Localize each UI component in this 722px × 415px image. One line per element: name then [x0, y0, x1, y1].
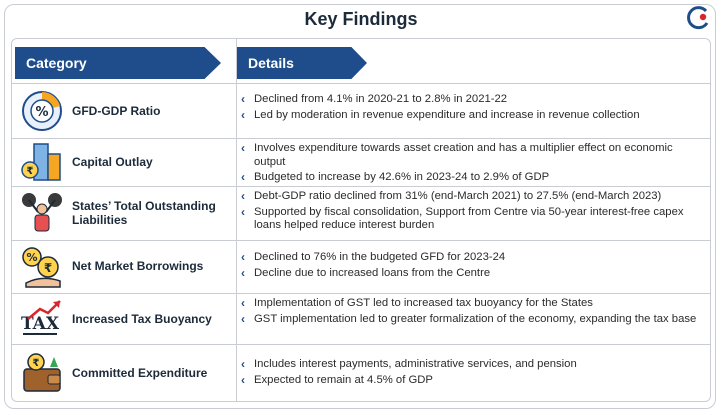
details-header: Details — [237, 47, 367, 79]
details-list: ‹ Declined to 76% in the budgeted GFD for… — [241, 250, 703, 282]
details-list: ‹ Implementation of GST led to increased … — [241, 296, 703, 328]
detail-item: ‹ Involves expenditure towards asset crea… — [241, 141, 673, 168]
person-weights-icon — [22, 193, 62, 232]
percent-rupee-hand-icon: % ₹ — [22, 247, 61, 288]
category-label: Committed Expenditure — [72, 366, 208, 380]
table-row: ₹ Committed Expenditure ‹ Includes intere… — [12, 345, 710, 401]
row-divider — [12, 186, 710, 187]
category-label: Capital Outlay — [72, 155, 153, 169]
pie-chart-percent-icon: % — [22, 91, 62, 131]
bullet-marker: ‹ — [241, 296, 245, 310]
bullet-marker: ‹ — [241, 170, 245, 184]
details-list: ‹ Debt-GDP ratio declined from 31% (end-M… — [241, 189, 703, 235]
findings-table: Category Details % GFD-GDP Ratio ‹ Declin… — [11, 38, 711, 402]
table-row: States’ Total Outstanding Liabilities ‹ D… — [12, 187, 710, 239]
bullet-marker: ‹ — [241, 357, 245, 371]
svg-text:%: % — [35, 105, 48, 120]
details-list: ‹ Declined from 4.1% in 2020-21 to 2.8% i… — [241, 92, 703, 124]
detail-item: ‹ Expected to remain at 4.5% of GDP — [241, 372, 433, 387]
outer-frame — [4, 4, 716, 409]
bullet-marker: ‹ — [241, 189, 245, 203]
buildings-rupee-icon: ₹ — [21, 143, 61, 181]
table-row: % GFD-GDP Ratio ‹ Declined from 4.1% in 2… — [12, 84, 710, 138]
column-divider — [236, 39, 237, 401]
category-label: Net Market Borrowings — [72, 259, 204, 273]
table-row: % ₹ Net Market Borrowings ‹ Declined to 7… — [12, 241, 710, 292]
detail-item: ‹ Budgeted to increase by 42.6% in 2023-2… — [241, 170, 550, 184]
detail-item: ‹ GST implementation led to greater forma… — [241, 311, 697, 326]
svg-text:₹: ₹ — [27, 166, 34, 177]
category-label: GFD-GDP Ratio — [72, 104, 161, 118]
detail-item: ‹ Debt-GDP ratio declined from 31% (end-M… — [241, 189, 662, 203]
row-divider — [12, 293, 710, 294]
page-title: Key Findings — [304, 9, 418, 29]
svg-text:₹: ₹ — [44, 261, 52, 275]
category-label: States’ Total Outstanding Liabilities — [72, 199, 216, 227]
detail-item: ‹ Supported by fiscal consolidation, Supp… — [241, 204, 684, 231]
row-divider — [12, 83, 710, 84]
table-row: TAX Increased Tax Buoyancy ‹ Implementati… — [12, 294, 710, 343]
detail-item: ‹ Decline due to increased loans from the… — [241, 265, 491, 280]
detail-item: ‹ Declined from 4.1% in 2020-21 to 2.8% i… — [241, 92, 508, 106]
detail-item: ‹ Declined to 76% in the budgeted GFD for… — [241, 250, 506, 264]
bullet-marker: ‹ — [241, 311, 245, 326]
category-header: Category — [15, 47, 221, 79]
bullet-marker: ‹ — [241, 141, 245, 155]
detail-item: ‹ Led by moderation in revenue expenditur… — [241, 107, 640, 122]
row-divider — [12, 240, 710, 241]
svg-text:TAX: TAX — [21, 314, 60, 334]
detail-item: ‹ Includes interest payments, administrat… — [241, 357, 577, 371]
row-divider — [12, 344, 710, 345]
brand-logo-icon — [687, 6, 709, 30]
category-label: Increased Tax Buoyancy — [72, 312, 212, 326]
bullet-marker: ‹ — [241, 250, 245, 264]
tax-arrow-icon: TAX — [21, 300, 61, 335]
bullet-marker: ‹ — [241, 372, 245, 387]
row-divider — [12, 138, 710, 139]
table-row: ₹ Capital Outlay ‹ Involves expenditure t… — [12, 139, 710, 185]
details-list: ‹ Includes interest payments, administrat… — [241, 357, 703, 389]
detail-item: ‹ Implementation of GST led to increased … — [241, 296, 593, 310]
details-list: ‹ Involves expenditure towards asset crea… — [241, 141, 703, 187]
bullet-marker: ‹ — [241, 92, 245, 106]
wallet-rupee-icon: ₹ — [23, 353, 61, 392]
bullet-marker: ‹ — [241, 107, 245, 122]
svg-text:₹: ₹ — [33, 358, 40, 369]
bullet-marker: ‹ — [241, 265, 245, 280]
bullet-marker: ‹ — [241, 204, 245, 219]
svg-text:%: % — [26, 251, 37, 264]
